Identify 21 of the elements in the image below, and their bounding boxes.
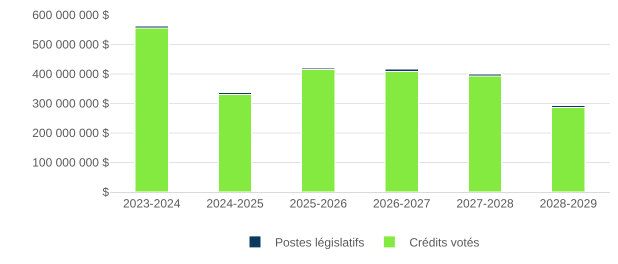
x-tick-label: 2023-2024: [122, 196, 181, 210]
bar: [384, 70, 419, 192]
bar: [551, 106, 586, 192]
y-tick-label: 200 000 000 $: [32, 126, 110, 140]
y-tick-label: 500 000 000 $: [32, 38, 110, 52]
bar: [468, 75, 502, 192]
bar: [218, 94, 252, 192]
legend-label: Crédits votés: [409, 236, 480, 250]
y-tick-label: 300 000 000 $: [32, 96, 110, 111]
x-tick-label: 2025-2026: [290, 196, 348, 210]
y-tick-label: $: [102, 185, 110, 200]
x-tick-label: 2028-2029: [540, 196, 598, 210]
x-tick-label: 2026-2027: [372, 196, 431, 210]
legend-label: Postes législatifs: [275, 236, 364, 250]
y-tick-label: 600 000 000 $: [32, 8, 110, 22]
bar: [301, 69, 336, 192]
bar: [134, 27, 169, 192]
y-tick-label: 100 000 000 $: [32, 156, 110, 170]
x-tick-label: 2024-2025: [206, 196, 264, 210]
y-tick-label: 400 000 000 $: [32, 67, 110, 82]
x-tick-label: 2027-2028: [456, 196, 514, 210]
